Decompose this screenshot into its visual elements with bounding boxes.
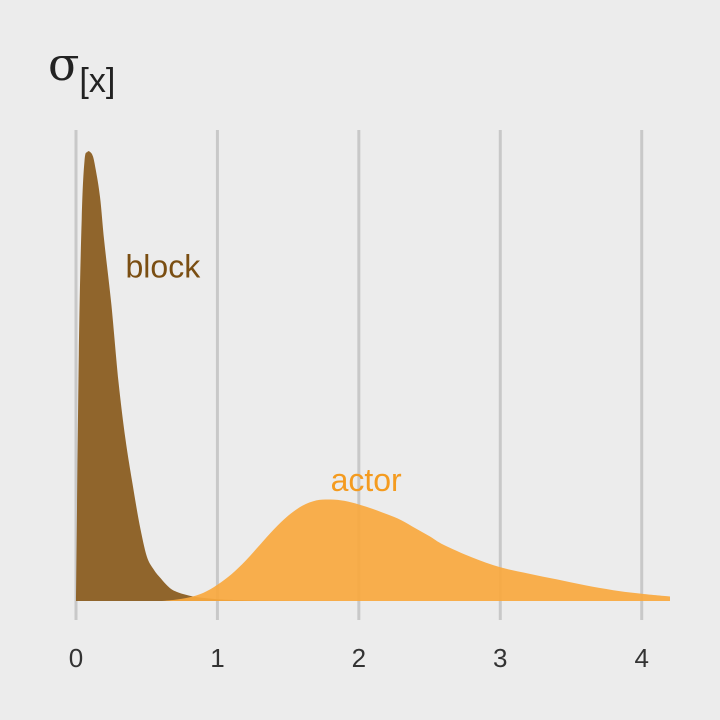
density-areas	[76, 151, 670, 602]
x-tick-label-0: 0	[69, 643, 83, 673]
chart-title: σ[x]	[48, 37, 115, 100]
title-subscript: [x]	[79, 62, 115, 100]
x-tick-label-4: 4	[634, 643, 648, 673]
series-label-actor: actor	[331, 462, 402, 498]
x-tick-label-1: 1	[210, 643, 224, 673]
title-sigma: σ	[48, 37, 79, 91]
series-label-block: block	[126, 249, 202, 285]
density-area-block	[76, 151, 359, 602]
x-tick-label-2: 2	[352, 643, 366, 673]
x-tick-label-3: 3	[493, 643, 507, 673]
series-labels: block actor	[126, 249, 403, 498]
density-area-actor	[160, 499, 670, 601]
x-tick-labels: 0 1 2 3 4	[69, 643, 649, 673]
